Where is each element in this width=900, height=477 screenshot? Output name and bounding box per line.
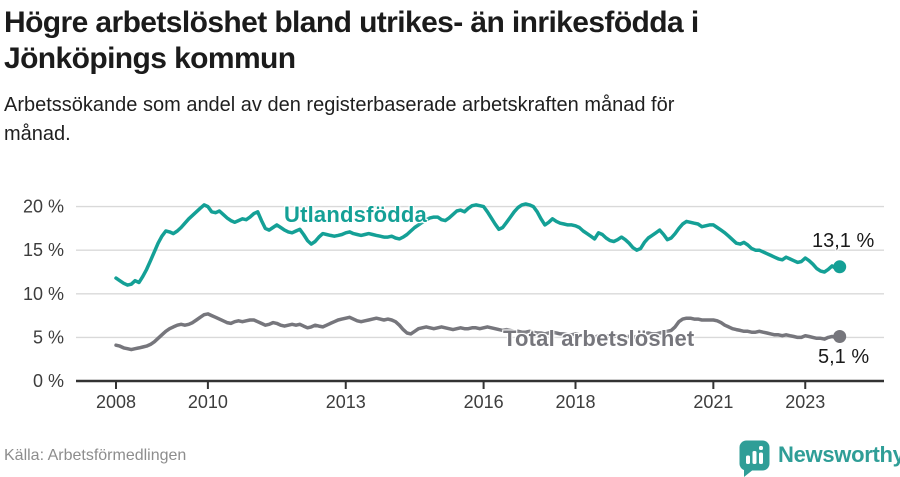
chart-title-line2: Jönköpings kommun: [4, 42, 296, 75]
y-tick-label: 10 %: [23, 284, 64, 304]
source-note: Källa: Arbetsförmedlingen: [4, 447, 187, 464]
chart-subtitle-line2: månad.: [4, 123, 71, 145]
y-tick-label: 5 %: [33, 327, 64, 347]
chart-title: Högre arbetslöshet bland utrikes- än inr…: [4, 5, 894, 77]
series-end-dot-1: [833, 330, 847, 343]
series-end-dot-0: [833, 260, 847, 274]
series-label-total-arbetsloshet: Total arbetslöshet: [503, 326, 695, 351]
y-tick-label: 15 %: [23, 240, 64, 260]
x-tick-label: 2021: [693, 392, 733, 412]
y-tick-label: 20 %: [23, 197, 64, 217]
end-value-total-arbetsloshet: 5,1 %: [818, 346, 870, 368]
chart-subtitle-line1: Arbetssökande som andel av den registerb…: [4, 94, 675, 116]
chart-subtitle: Arbetssökande som andel av den registerb…: [4, 91, 824, 149]
x-tick-label: 2018: [555, 392, 595, 412]
newsworthy-bubble-chart-icon: [739, 440, 770, 477]
x-tick-label: 2008: [96, 392, 136, 412]
y-tick-label: 0 %: [33, 371, 64, 391]
newsworthy-logo-link[interactable]: Newsworthy: [739, 440, 900, 477]
chart-title-line1: Högre arbetslöshet bland utrikes- än inr…: [4, 6, 699, 39]
end-value-utlandsfodda: 13,1 %: [812, 230, 875, 252]
newsworthy-brand-text: Newsworthy: [778, 442, 900, 467]
x-tick-label: 2010: [188, 392, 228, 412]
x-tick-label: 2023: [785, 392, 825, 412]
x-tick-label: 2016: [464, 392, 504, 412]
series-label-utlandsfodda: Utlandsfödda: [284, 202, 427, 227]
x-tick-label: 2013: [326, 392, 366, 412]
series-line-1: [114, 312, 842, 352]
series-line-0: [114, 202, 842, 287]
